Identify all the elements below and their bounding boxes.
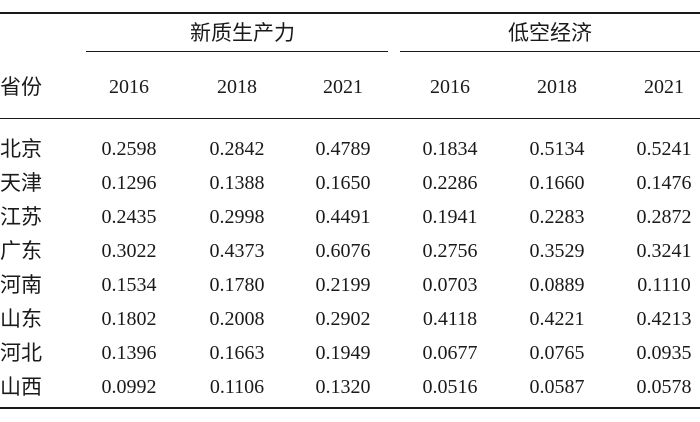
value-cell: 0.2756 [422, 240, 478, 262]
year-header-cell: 2018 [217, 76, 257, 98]
value-cell: 0.5241 [636, 138, 692, 160]
province-cell: 江苏 [0, 205, 42, 229]
value-cell: 0.1320 [315, 376, 371, 398]
top-rule [0, 12, 700, 14]
value-cell: 0.2902 [315, 308, 371, 330]
year-header-cell: 2018 [537, 76, 577, 98]
value-cell: 0.4118 [422, 308, 478, 330]
value-cell: 0.2199 [315, 274, 371, 296]
value-cell: 0.2283 [529, 206, 585, 228]
value-cell: 0.2998 [209, 206, 265, 228]
value-cell: 0.2598 [101, 138, 157, 160]
value-cell: 0.4789 [315, 138, 371, 160]
value-cell: 0.5134 [529, 138, 585, 160]
year-header-cell: 2021 [644, 76, 684, 98]
value-cell: 0.1949 [315, 342, 371, 364]
group-underline-new-productivity [86, 51, 388, 52]
value-cell: 0.0935 [636, 342, 692, 364]
province-cell: 北京 [0, 137, 42, 161]
value-cell: 0.2008 [209, 308, 265, 330]
header-rule [0, 118, 700, 119]
value-cell: 0.4373 [209, 240, 265, 262]
province-cell: 广东 [0, 239, 42, 263]
province-cell: 山东 [0, 307, 42, 331]
value-cell: 0.1663 [209, 342, 265, 364]
value-cell: 0.4221 [529, 308, 585, 330]
value-cell: 0.1476 [636, 172, 692, 194]
value-cell: 0.1296 [101, 172, 157, 194]
value-cell: 0.1388 [209, 172, 265, 194]
value-cell: 0.0992 [101, 376, 157, 398]
value-cell: 0.0703 [422, 274, 478, 296]
province-cell: 天津 [0, 171, 42, 195]
table-row: 山西 0.0992 0.1106 0.1320 0.0516 0.0587 0.0578 [0, 370, 700, 404]
table-row: 天津 0.1296 0.1388 0.1650 0.2286 0.1660 0.1476 [0, 166, 700, 200]
value-cell: 0.0578 [636, 376, 692, 398]
value-cell: 0.0765 [529, 342, 585, 364]
value-cell: 0.1650 [315, 172, 371, 194]
table-row: 北京 0.2598 0.2842 0.4789 0.1834 0.5134 0.5241 [0, 132, 700, 166]
value-cell: 0.1110 [637, 274, 691, 296]
year-header-cell: 2016 [109, 76, 149, 98]
value-cell: 0.3022 [101, 240, 157, 262]
province-column-header: 省份 [0, 75, 42, 99]
value-cell: 0.2872 [636, 206, 692, 228]
value-cell: 0.1106 [209, 376, 265, 398]
value-cell: 0.1396 [101, 342, 157, 364]
value-cell: 0.0587 [529, 376, 585, 398]
value-cell: 0.3529 [529, 240, 585, 262]
province-cell: 河南 [0, 273, 42, 297]
bottom-rule [0, 407, 700, 409]
value-cell: 0.4213 [636, 308, 692, 330]
value-cell: 0.1802 [101, 308, 157, 330]
table-row: 广东 0.3022 0.4373 0.6076 0.2756 0.3529 0.3241 [0, 234, 700, 268]
value-cell: 0.6076 [315, 240, 371, 262]
value-cell: 0.1534 [101, 274, 157, 296]
value-cell: 0.2435 [101, 206, 157, 228]
table-row: 山东 0.1802 0.2008 0.2902 0.4118 0.4221 0.4213 [0, 302, 700, 336]
group-underline-low-altitude-economy [400, 51, 700, 52]
table-row: 河北 0.1396 0.1663 0.1949 0.0677 0.0765 0.0935 [0, 336, 700, 370]
value-cell: 0.1834 [422, 138, 478, 160]
group-header-low-altitude-economy: 低空经济 [508, 21, 592, 45]
value-cell: 0.2842 [209, 138, 265, 160]
value-cell: 0.3241 [636, 240, 692, 262]
table-row: 江苏 0.2435 0.2998 0.4491 0.1941 0.2283 0.2872 [0, 200, 700, 234]
year-header-cell: 2016 [430, 76, 470, 98]
value-cell: 0.1941 [422, 206, 478, 228]
group-header-new-productivity: 新质生产力 [190, 21, 295, 45]
value-cell: 0.1660 [529, 172, 585, 194]
province-cell: 河北 [0, 341, 42, 365]
table-row: 河南 0.1534 0.1780 0.2199 0.0703 0.0889 0.1110 [0, 268, 700, 302]
value-cell: 0.0889 [529, 274, 585, 296]
year-header-cell: 2021 [323, 76, 363, 98]
value-cell: 0.2286 [422, 172, 478, 194]
value-cell: 0.0516 [422, 376, 478, 398]
province-cell: 山西 [0, 375, 42, 399]
value-cell: 0.0677 [422, 342, 478, 364]
value-cell: 0.1780 [209, 274, 265, 296]
value-cell: 0.4491 [315, 206, 371, 228]
